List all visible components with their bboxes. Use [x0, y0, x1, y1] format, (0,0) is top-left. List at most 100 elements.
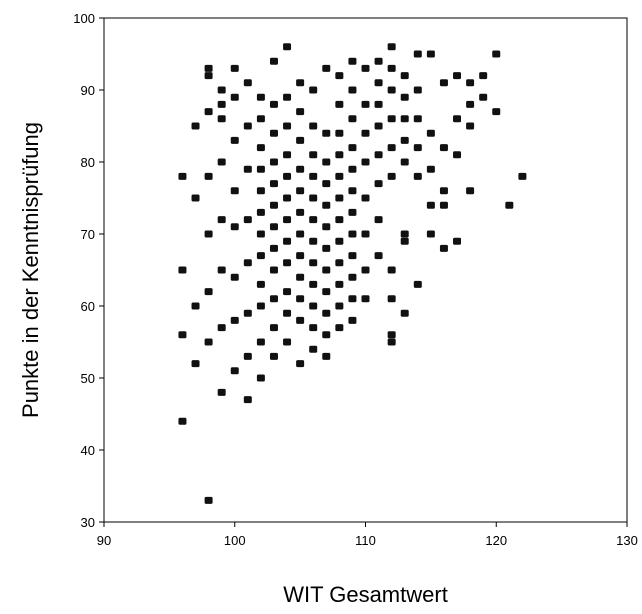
- data-point: [217, 158, 226, 166]
- data-point: [309, 172, 318, 180]
- data-point: [374, 79, 383, 87]
- data-point: [269, 266, 278, 274]
- data-point: [413, 86, 422, 94]
- data-point: [217, 388, 226, 396]
- data-point: [400, 237, 409, 245]
- y-tick-label: 100: [73, 11, 95, 26]
- data-point: [204, 496, 213, 504]
- data-point: [243, 122, 252, 130]
- y-tick-label: 80: [81, 155, 95, 170]
- data-point: [361, 100, 370, 108]
- data-point: [335, 216, 344, 224]
- data-point: [204, 72, 213, 80]
- data-point: [505, 201, 514, 209]
- data-point: [348, 252, 357, 260]
- data-point: [309, 345, 318, 353]
- x-tick-label: 110: [355, 533, 376, 548]
- data-point: [309, 237, 318, 245]
- data-point: [335, 237, 344, 245]
- data-point: [387, 295, 396, 303]
- data-point: [256, 302, 265, 310]
- data-point: [296, 187, 305, 195]
- data-point: [230, 316, 239, 324]
- data-point: [269, 223, 278, 231]
- data-point: [191, 122, 200, 130]
- data-point: [230, 64, 239, 72]
- data-point: [322, 352, 331, 360]
- data-point: [230, 273, 239, 281]
- data-point: [492, 50, 501, 58]
- data-point: [439, 187, 448, 195]
- data-point: [453, 115, 462, 123]
- data-point: [374, 122, 383, 130]
- y-axis-title: Punkte in der Kenntnisprüfung: [18, 122, 43, 418]
- data-point: [256, 93, 265, 101]
- data-point: [453, 151, 462, 159]
- data-point: [322, 158, 331, 166]
- data-point: [204, 288, 213, 296]
- data-point: [283, 93, 292, 101]
- data-point: [269, 57, 278, 65]
- data-point: [426, 50, 435, 58]
- x-axis: 90 100 110 120 130: [97, 522, 638, 548]
- data-point: [230, 223, 239, 231]
- data-point: [322, 244, 331, 252]
- data-point: [322, 129, 331, 137]
- y-tick-label: 60: [81, 299, 95, 314]
- data-point: [387, 43, 396, 51]
- data-point: [518, 172, 527, 180]
- data-point: [269, 324, 278, 332]
- data-point: [322, 223, 331, 231]
- data-point: [243, 352, 252, 360]
- data-point: [256, 187, 265, 195]
- data-point: [374, 57, 383, 65]
- data-point: [256, 374, 265, 382]
- data-point: [256, 252, 265, 260]
- data-point: [426, 129, 435, 137]
- data-point: [387, 86, 396, 94]
- data-point: [217, 86, 226, 94]
- data-point: [283, 309, 292, 317]
- data-point: [361, 64, 370, 72]
- data-point: [178, 172, 187, 180]
- data-point: [322, 309, 331, 317]
- data-point: [348, 208, 357, 216]
- data-point: [256, 115, 265, 123]
- data-point: [466, 79, 475, 87]
- data-point: [309, 280, 318, 288]
- data-point: [283, 172, 292, 180]
- data-point: [296, 79, 305, 87]
- data-point: [309, 86, 318, 94]
- data-point: [361, 295, 370, 303]
- data-point: [322, 266, 331, 274]
- data-point: [348, 230, 357, 238]
- data-point: [191, 302, 200, 310]
- data-point: [309, 151, 318, 159]
- data-point: [335, 324, 344, 332]
- data-point: [204, 64, 213, 72]
- data-point: [400, 309, 409, 317]
- data-point: [217, 115, 226, 123]
- data-point: [256, 165, 265, 173]
- data-point: [269, 129, 278, 137]
- data-point: [387, 338, 396, 346]
- y-tick-label: 70: [81, 227, 95, 242]
- data-point: [283, 122, 292, 130]
- y-axis: 30 40 50 60 70 80 90 100: [73, 11, 104, 530]
- data-point: [283, 216, 292, 224]
- data-point: [296, 273, 305, 281]
- data-point: [283, 288, 292, 296]
- data-point: [439, 144, 448, 152]
- data-point: [256, 338, 265, 346]
- data-point: [413, 144, 422, 152]
- data-point: [296, 108, 305, 116]
- data-point: [348, 144, 357, 152]
- data-point: [269, 295, 278, 303]
- data-point: [413, 50, 422, 58]
- data-point: [335, 194, 344, 202]
- data-point: [374, 216, 383, 224]
- data-point: [453, 72, 462, 80]
- data-point: [374, 151, 383, 159]
- data-point: [400, 93, 409, 101]
